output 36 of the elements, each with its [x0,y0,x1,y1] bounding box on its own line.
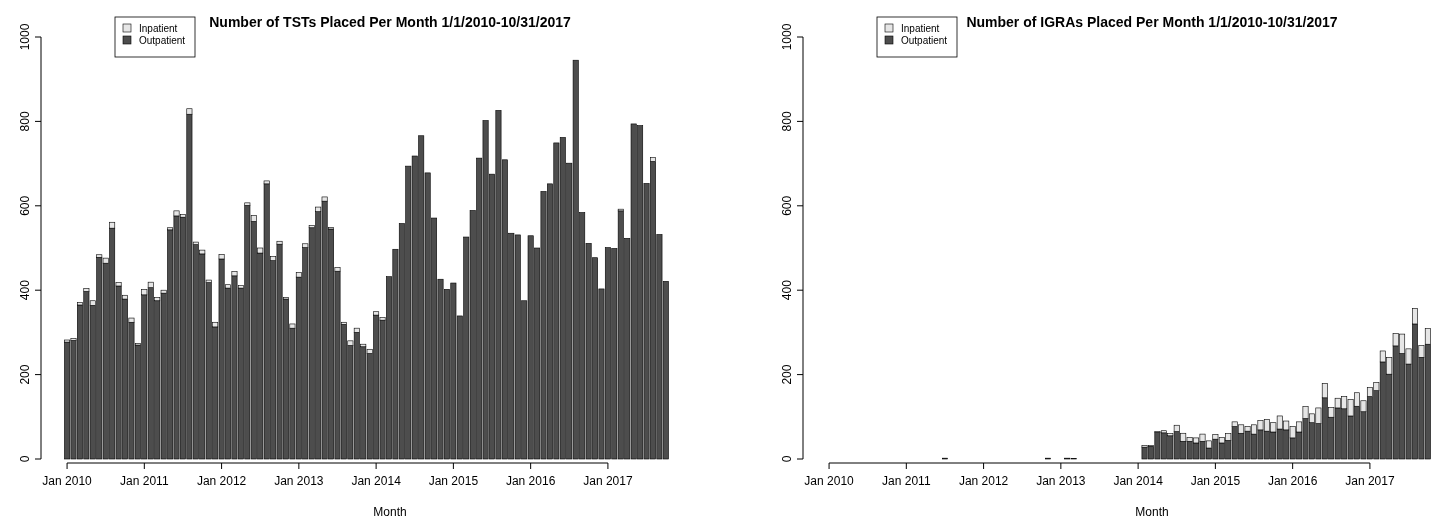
x-tick-label: Jan 2011 [120,474,169,488]
y-tick-label: 1000 [780,23,794,51]
x-tick-label: Jan 2014 [1113,474,1164,488]
x-tick-label: Jan 2013 [1036,474,1086,488]
x-tick-label: Jan 2015 [1190,474,1241,488]
x-tick-label: Jan 2010 [804,474,855,488]
chart-title: Number of TSTs Placed Per Month 1/1/2010-10/31/2017 [209,14,571,30]
x-tick-label: Jan 2017 [583,474,633,488]
y-tick-label: 1000 [18,23,32,51]
legend-label: Inpatient [139,23,178,34]
legend-label: Inpatient [901,23,940,34]
y-tick-label: 600 [18,195,32,216]
x-tick-label: Jan 2016 [505,474,556,488]
y-tick-label: 200 [780,364,794,385]
y-tick-label: 400 [780,279,794,301]
y-tick-label: 400 [18,279,32,301]
x-axis-title: Month [373,505,407,519]
x-tick-label: Jan 2012 [196,474,247,488]
legend-label: Outpatient [139,35,186,46]
x-tick-label: Jan 2010 [42,474,93,488]
legend-label: Outpatient [901,35,948,46]
x-tick-label: Jan 2013 [274,474,324,488]
y-tick-label: 600 [780,195,794,216]
x-tick-label: Jan 2011 [882,474,931,488]
x-axis-title: Month [1135,505,1169,519]
x-tick-label: Jan 2017 [1345,474,1395,488]
x-tick-label: Jan 2016 [1267,474,1318,488]
y-tick-label: 0 [780,455,794,463]
y-tick-label: 200 [18,364,32,385]
chart-title: Number of IGRAs Placed Per Month 1/1/2010-10/31/2017 [966,14,1338,30]
y-tick-label: 800 [18,111,32,132]
x-tick-label: Jan 2012 [958,474,1009,488]
x-tick-label: Jan 2015 [428,474,479,488]
y-tick-label: 0 [18,455,32,463]
y-tick-label: 800 [780,111,794,132]
x-tick-label: Jan 2014 [351,474,402,488]
